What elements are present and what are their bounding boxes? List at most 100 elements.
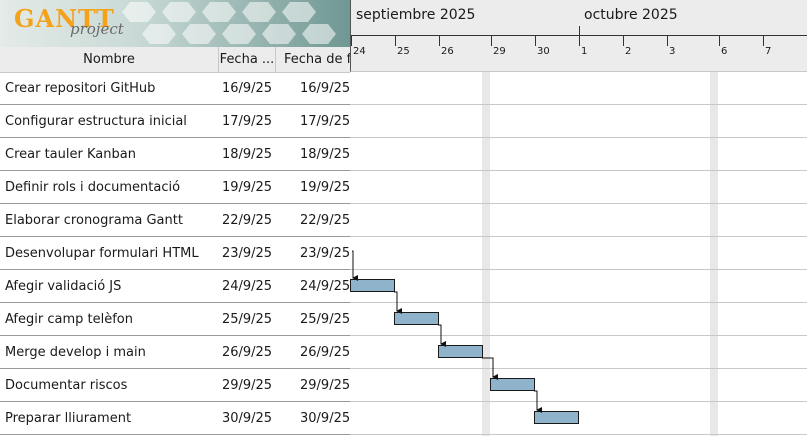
month-label-september: septiembre 2025 [356, 7, 476, 23]
task-row[interactable]: Afegir camp telèfon 25/9/25 25/9/25 [0, 303, 350, 336]
task-bar[interactable] [490, 378, 535, 391]
row-gridline [350, 104, 807, 105]
row-gridline [350, 302, 807, 303]
task-end-date: 22/9/25 [300, 213, 350, 228]
task-end-date: 24/9/25 [300, 279, 350, 294]
task-row[interactable]: Configurar estructura inicial 17/9/25 17/9… [0, 105, 350, 138]
day-tick [535, 36, 536, 46]
task-end-date: 26/9/25 [300, 345, 350, 360]
day-label: 2 [625, 46, 632, 57]
task-bar[interactable] [394, 312, 439, 325]
timeline-header: septiembre 2025 octubre 2025 24 25 26 29 30 1… [350, 0, 807, 72]
row-gridline [350, 368, 807, 369]
task-start-date: 22/9/25 [221, 213, 273, 228]
day-tick [667, 36, 668, 46]
day-tick [623, 36, 624, 46]
day-tick [439, 36, 440, 46]
task-start-date: 23/9/25 [221, 246, 273, 261]
day-label: 6 [721, 46, 728, 57]
day-label: 24 [353, 46, 366, 57]
row-gridline [350, 434, 807, 435]
row-gridline [350, 236, 807, 237]
task-start-date: 17/9/25 [221, 114, 273, 129]
task-name: Afegir validació JS [5, 279, 122, 294]
task-end-date: 17/9/25 [300, 114, 350, 129]
day-tick [491, 36, 492, 46]
column-header-start-date[interactable]: Fecha ... [219, 47, 276, 72]
ganttproject-logo: GANTT project [0, 0, 350, 47]
task-end-date: 16/9/25 [300, 81, 350, 96]
task-row[interactable]: Afegir validació JS 24/9/25 24/9/25 [0, 270, 350, 303]
row-gridline [350, 203, 807, 204]
task-end-date: 18/9/25 [300, 147, 350, 162]
task-row[interactable]: Elaborar cronograma Gantt 22/9/25 22/9/25 [0, 204, 350, 237]
day-label: 7 [765, 46, 772, 57]
day-label: 30 [537, 46, 550, 57]
task-name: Crear tauler Kanban [5, 147, 136, 162]
day-label: 1 [581, 46, 588, 57]
task-name: Elaborar cronograma Gantt [5, 213, 183, 228]
row-gridline [350, 269, 807, 270]
task-row[interactable]: Preparar lliurament 30/9/25 30/9/25 [0, 402, 350, 435]
dependency-arrow [352, 250, 358, 281]
column-header-end-date[interactable]: Fecha de fir [284, 52, 350, 67]
task-row[interactable]: Crear repositori GitHub 16/9/25 16/9/25 [0, 72, 350, 105]
task-row[interactable]: Definir rols i documentació 19/9/25 19/9/2… [0, 171, 350, 204]
logo-hex-pattern [122, 2, 336, 44]
gantt-chart-area[interactable] [350, 72, 807, 436]
dependency-arrow [438, 324, 446, 347]
row-gridline [350, 335, 807, 336]
task-start-date: 16/9/25 [221, 81, 273, 96]
task-name: Afegir camp telèfon [5, 312, 133, 327]
logo-text: GANTT [14, 4, 115, 33]
task-row[interactable]: Desenvolupar formulari HTML 23/9/25 23/9/2… [0, 237, 350, 270]
day-tick [351, 36, 352, 46]
task-start-date: 19/9/25 [221, 180, 273, 195]
task-start-date: 29/9/25 [221, 378, 273, 393]
task-name: Documentar riscos [5, 378, 128, 393]
month-label-october: octubre 2025 [584, 7, 678, 23]
row-gridline [350, 170, 807, 171]
task-start-date: 26/9/25 [221, 345, 273, 360]
task-row[interactable]: Crear tauler Kanban 18/9/25 18/9/25 [0, 138, 350, 171]
task-end-date: 23/9/25 [300, 246, 350, 261]
task-name: Merge develop i main [5, 345, 146, 360]
task-bar[interactable] [438, 345, 483, 358]
day-label: 29 [493, 46, 506, 57]
day-label: 3 [669, 46, 676, 57]
day-tick [763, 36, 764, 46]
task-end-date: 19/9/25 [300, 180, 350, 195]
day-tick [579, 36, 580, 46]
dependency-arrow [394, 291, 402, 314]
logo-subtext: project [70, 20, 124, 38]
task-end-date: 30/9/25 [300, 411, 350, 426]
day-label: 26 [441, 46, 454, 57]
row-gridline [350, 137, 807, 138]
row-gridline [350, 401, 807, 402]
task-bar[interactable] [534, 411, 579, 424]
day-tick [719, 36, 720, 46]
dependency-arrows [352, 250, 542, 413]
timeline-axis-line [351, 35, 807, 36]
task-name: Desenvolupar formulari HTML [5, 246, 199, 261]
task-end-date: 29/9/25 [300, 378, 350, 393]
task-name: Preparar lliurament [5, 411, 132, 426]
day-label: 25 [397, 46, 410, 57]
weekend-band [482, 72, 490, 436]
dependency-arrow [534, 390, 542, 413]
task-table-header: Nombre Fecha ... Fecha de fir [0, 47, 350, 73]
task-start-date: 30/9/25 [221, 411, 273, 426]
task-end-date: 25/9/25 [300, 312, 350, 327]
task-start-date: 25/9/25 [221, 312, 273, 327]
task-bar[interactable] [350, 279, 395, 292]
column-header-name[interactable]: Nombre [0, 47, 219, 72]
task-row[interactable]: Documentar riscos 29/9/25 29/9/25 [0, 369, 350, 402]
weekend-band [710, 72, 718, 436]
task-name: Crear repositori GitHub [5, 81, 156, 96]
task-start-date: 24/9/25 [221, 279, 273, 294]
day-tick [395, 36, 396, 46]
dependency-arrow [482, 357, 498, 380]
task-name: Configurar estructura inicial [5, 114, 187, 129]
task-row[interactable]: Merge develop i main 26/9/25 26/9/25 [0, 336, 350, 369]
task-start-date: 18/9/25 [221, 147, 273, 162]
